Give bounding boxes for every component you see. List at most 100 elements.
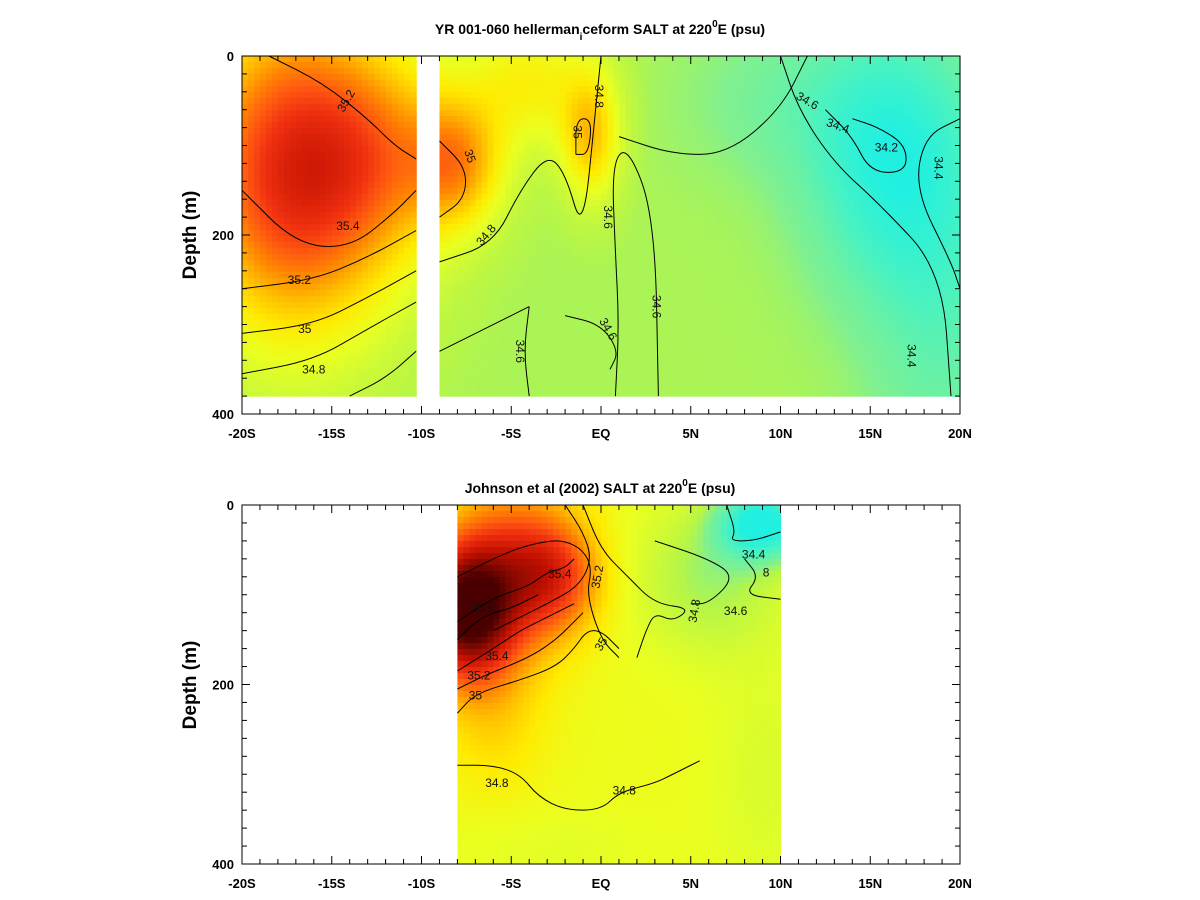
heatmap-cell <box>763 242 771 249</box>
heatmap-cell <box>583 302 591 309</box>
heatmap-cell <box>547 152 555 159</box>
heatmap-cell <box>451 80 459 87</box>
heatmap-cell <box>637 344 645 351</box>
heatmap-cell <box>284 272 291 279</box>
heatmap-cell <box>272 314 279 321</box>
heatmap-cell <box>643 374 651 381</box>
heatmap-cell <box>290 92 297 99</box>
heatmap-cell <box>332 326 339 333</box>
heatmap-cell <box>595 254 603 261</box>
heatmap-cell <box>332 98 339 105</box>
heatmap-cell <box>727 182 735 189</box>
heatmap-cell <box>535 170 543 177</box>
heatmap-cell <box>505 80 513 87</box>
heatmap-cell <box>523 362 531 369</box>
heatmap-cell <box>739 218 747 225</box>
heatmap-cell <box>649 182 657 189</box>
heatmap-cell <box>607 218 615 225</box>
heatmap-cell <box>751 320 759 327</box>
heatmap-cell <box>637 80 645 87</box>
heatmap-cell <box>332 146 339 153</box>
heatmap-cell <box>302 284 309 291</box>
heatmap-cell <box>523 92 531 99</box>
heatmap-cell <box>601 212 609 219</box>
heatmap-cell <box>571 368 579 375</box>
heatmap-cell <box>733 266 741 273</box>
heatmap-cell <box>404 392 411 397</box>
heatmap-cell <box>535 326 543 333</box>
heatmap-cell <box>619 344 627 351</box>
heatmap-cell <box>721 158 729 165</box>
heatmap-cell <box>374 200 381 207</box>
heatmap-cell <box>451 272 459 279</box>
heatmap-cell <box>445 86 453 93</box>
heatmap-cell <box>631 242 639 249</box>
heatmap-cell <box>439 134 447 141</box>
heatmap-cell <box>272 284 279 291</box>
heatmap-cell <box>254 194 261 201</box>
heatmap-cell <box>529 272 537 279</box>
heatmap-cell <box>769 350 777 357</box>
heatmap-cell <box>368 170 375 177</box>
heatmap-cell <box>553 392 561 397</box>
heatmap-cell <box>553 170 561 177</box>
heatmap-cell <box>679 380 687 387</box>
heatmap-cell <box>332 218 339 225</box>
heatmap-cell <box>457 296 465 303</box>
heatmap-cell <box>637 230 645 237</box>
heatmap-cell <box>386 218 393 225</box>
heatmap-cell <box>535 266 543 273</box>
heatmap-cell <box>571 266 579 273</box>
heatmap-cell <box>745 98 753 105</box>
heatmap-cell <box>416 68 417 75</box>
heatmap-cell <box>368 128 375 135</box>
heatmap-cell <box>451 146 459 153</box>
heatmap-cell <box>751 362 759 369</box>
heatmap-cell <box>571 326 579 333</box>
heatmap-cell <box>445 374 453 381</box>
heatmap-cell <box>326 212 333 219</box>
heatmap-cell <box>631 194 639 201</box>
heatmap-cell <box>655 212 663 219</box>
heatmap-cell <box>739 182 747 189</box>
heatmap-cell <box>643 260 651 267</box>
heatmap-cell <box>577 350 585 357</box>
heatmap-cell <box>631 332 639 339</box>
heatmap-cell <box>350 92 357 99</box>
heatmap-cell <box>242 158 249 165</box>
heatmap-cell <box>350 170 357 177</box>
heatmap-cell <box>763 74 771 81</box>
heatmap-cell <box>775 92 783 99</box>
heatmap-cell <box>583 158 591 165</box>
heatmap-cell <box>727 332 735 339</box>
heatmap-cell <box>673 104 681 111</box>
heatmap-cell <box>344 122 351 129</box>
heatmap-cell <box>266 134 273 141</box>
heatmap-cell <box>625 302 633 309</box>
heatmap-cell <box>350 206 357 213</box>
heatmap-cell <box>350 230 357 237</box>
heatmap-cell <box>745 302 753 309</box>
heatmap-cell <box>577 200 585 207</box>
heatmap-cell <box>475 362 483 369</box>
heatmap-cell <box>529 56 537 63</box>
heatmap-cell <box>673 176 681 183</box>
heatmap-cell <box>290 296 297 303</box>
heatmap-cell <box>751 260 759 267</box>
heatmap-cell <box>523 392 531 397</box>
heatmap-cell <box>451 104 459 111</box>
heatmap-cell <box>679 338 687 345</box>
heatmap-cell <box>631 140 639 147</box>
heatmap-cell <box>535 320 543 327</box>
heatmap-cell <box>721 338 729 345</box>
heatmap-cell <box>757 68 765 75</box>
heatmap-cell <box>661 212 669 219</box>
heatmap-cell <box>601 80 609 87</box>
heatmap-cell <box>248 350 255 357</box>
heatmap-cell <box>326 218 333 225</box>
heatmap-cell <box>541 74 549 81</box>
heatmap-cell <box>721 74 729 81</box>
heatmap-cell <box>356 248 363 255</box>
heatmap-cell <box>757 200 765 207</box>
heatmap-cell <box>613 350 621 357</box>
